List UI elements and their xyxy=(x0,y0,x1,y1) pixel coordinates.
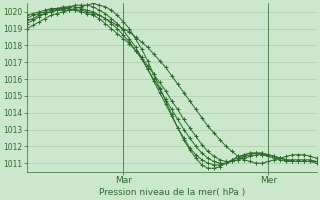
X-axis label: Pression niveau de la mer( hPa ): Pression niveau de la mer( hPa ) xyxy=(99,188,245,197)
